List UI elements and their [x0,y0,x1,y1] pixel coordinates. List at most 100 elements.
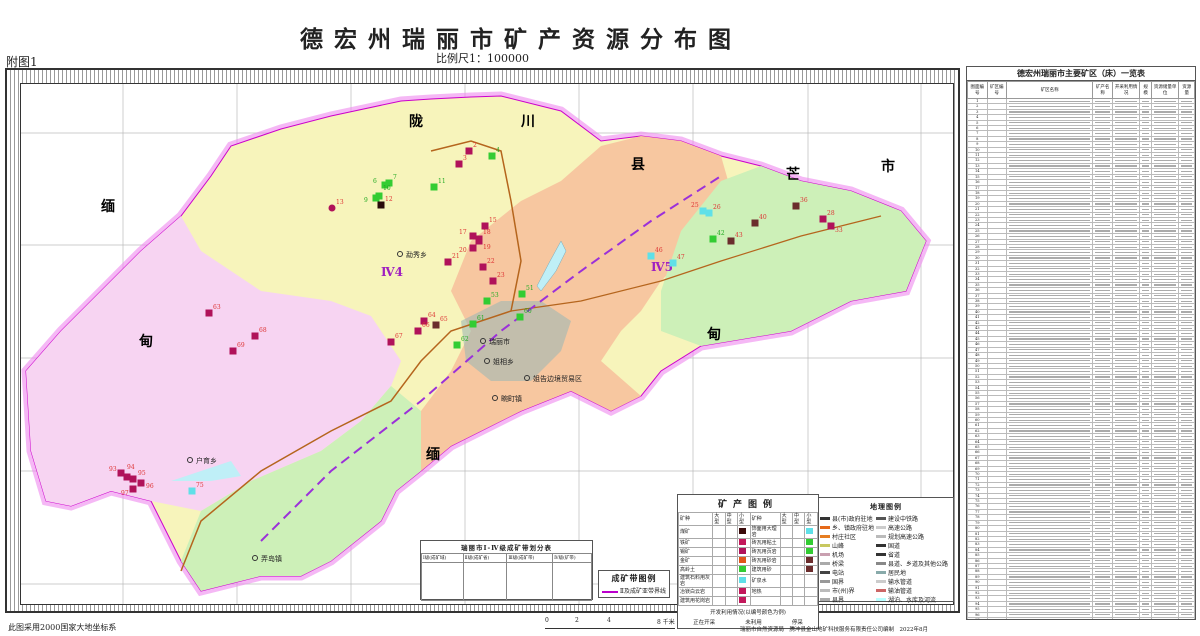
belt-division-table: 瑞丽市Ⅰ-Ⅳ级成矿带划分表 Ⅰ级(成矿域) Ⅱ级(成矿省) Ⅲ级(成矿带) Ⅳ级… [420,540,593,601]
mine-marker[interactable]: 21 [444,253,460,266]
mine-number: 64 [428,312,436,319]
settlement-icon [524,375,530,381]
mine-marker[interactable]: 64 [420,312,436,325]
place-label[interactable]: 弄岛镇 [261,554,282,563]
geo-legend-item: 乡、镇政府驻地 [820,523,876,532]
mine-marker[interactable]: 20 [459,244,477,255]
mine-marker[interactable]: 2 [465,142,478,155]
mine-symbol [381,181,389,189]
geo-legend-item: 桥梁 [820,559,876,568]
geo-legend-label: 国界 [832,579,845,586]
mine-number: 47 [677,254,685,261]
geo-legend-label: 乡、镇政府驻地 [832,525,875,532]
mine-number: 36 [800,197,808,204]
mine-marker[interactable]: 96 [137,479,154,491]
coordinate-system-note: 此图采用2000国家大地坐标系 [8,623,117,632]
mine-number: 62 [461,336,469,343]
mine-marker[interactable]: 22 [479,258,495,271]
mine-marker[interactable]: 69 [229,342,245,355]
mineral-swatch [739,539,747,545]
mine-marker[interactable]: 6 [373,178,389,189]
mine-marker[interactable]: 12 [377,196,393,209]
mine-marker[interactable]: 17 [459,229,477,240]
map-canvas[interactable]: 陇川县芒市缅甸缅甸勐秀乡 户育乡 瑞丽市 姐相乡 姐告边境贸易区 畹町镇 弄岛镇 Ⅳ4 Ⅳ5 2 3… [20,83,954,605]
mine-marker[interactable]: 53 [483,292,499,305]
status-stopped: 停采 [791,620,803,626]
place-label[interactable]: 畹町镇 [501,394,522,403]
mine-marker[interactable]: 42 [709,230,725,243]
mine-table-row: 69 [967,465,1195,473]
mine-symbol [123,473,131,481]
mine-symbol [481,222,489,230]
mine-marker[interactable]: 47 [669,254,685,267]
geo-legend-label: 村庄社区 [832,534,857,541]
mine-number: 12 [385,196,393,203]
mine-number: 61 [477,315,485,322]
mine-symbol [699,207,707,215]
mine-marker[interactable]: 40 [751,214,767,227]
mine-marker[interactable]: 23 [489,272,505,285]
mine-marker[interactable]: 46 [647,247,663,260]
mine-marker[interactable]: 10 [375,185,391,200]
row-number: 97 [967,616,988,619]
mine-marker[interactable]: 67 [387,333,403,346]
mine-number: 22 [487,258,495,265]
mine-marker[interactable]: 26 [705,204,721,217]
mine-marker[interactable]: 65 [432,316,448,329]
geo-legend-title: 地理图例 [870,502,902,511]
mine-marker[interactable]: 13 [328,199,344,212]
mine-marker[interactable]: 94 [123,464,135,481]
scale-label: 比例尺1：100000 [436,52,529,65]
col-header: 矿区名称 [1006,81,1094,99]
mine-marker[interactable]: 93 [109,466,125,477]
place-label[interactable]: 瑞丽市 [489,337,510,346]
mine-marker[interactable]: 11 [430,178,446,191]
mine-marker[interactable]: 4 [488,147,501,160]
mineral-name: 砖瓦用页岩 [749,547,781,557]
mine-table-row: 64 [967,438,1195,446]
mine-marker[interactable]: 33 [827,222,843,235]
legend-header: 矿种 [677,512,714,526]
mine-marker[interactable]: 60 [516,308,532,321]
place-label[interactable]: 户育乡 [196,456,217,465]
mine-marker[interactable]: 7 [385,174,398,187]
mine-marker[interactable]: 61 [469,315,485,328]
mine-marker[interactable]: 63 [205,304,221,317]
mine-symbol [129,485,137,493]
mine-marker[interactable]: 62 [453,336,469,349]
place-label[interactable]: 姐告边境贸易区 [533,374,582,383]
geo-legend-item: 电站 [820,568,876,577]
geo-symbol [876,562,886,565]
mine-symbol [465,147,473,155]
mine-marker[interactable]: 66 [414,322,430,335]
mine-marker[interactable]: 68 [251,327,267,340]
place-label[interactable]: 姐相乡 [493,357,514,366]
mine-marker[interactable]: 3 [455,155,468,168]
place-label[interactable]: 勐秀乡 [406,250,427,259]
geo-symbol [820,589,830,592]
geo-symbol [820,544,830,547]
mine-marker[interactable]: 75 [188,482,204,495]
mine-marker[interactable]: 97 [121,485,137,498]
legend-row: 铁矿 砖瓦用粘土 [677,538,818,548]
mineral-swatch [739,566,747,572]
highway [180,140,522,572]
mine-marker[interactable]: 19 [475,237,491,252]
scale-tick: 4 [607,617,611,624]
mine-marker[interactable]: 43 [727,232,743,245]
geo-legend-label: 输水管道 [888,579,913,586]
mine-marker[interactable]: 51 [518,285,534,298]
legend-row: 冶镁白云岩 地热 [677,587,818,597]
mine-marker[interactable]: 28 [819,210,835,223]
belt-header: Ⅱ级(成矿省) [462,553,508,563]
border-label: 缅 [426,446,440,463]
mine-marker[interactable]: 95 [129,470,146,483]
region-southwest [181,386,421,591]
border-label: 缅 [101,198,115,215]
geo-symbol [876,580,886,583]
annex-label: 附图1 [6,55,38,69]
mine-marker[interactable]: 15 [481,217,497,230]
mine-marker[interactable]: 25 [691,202,707,215]
mine-marker[interactable]: 36 [792,197,808,210]
mine-table-row: 25 [967,227,1195,235]
